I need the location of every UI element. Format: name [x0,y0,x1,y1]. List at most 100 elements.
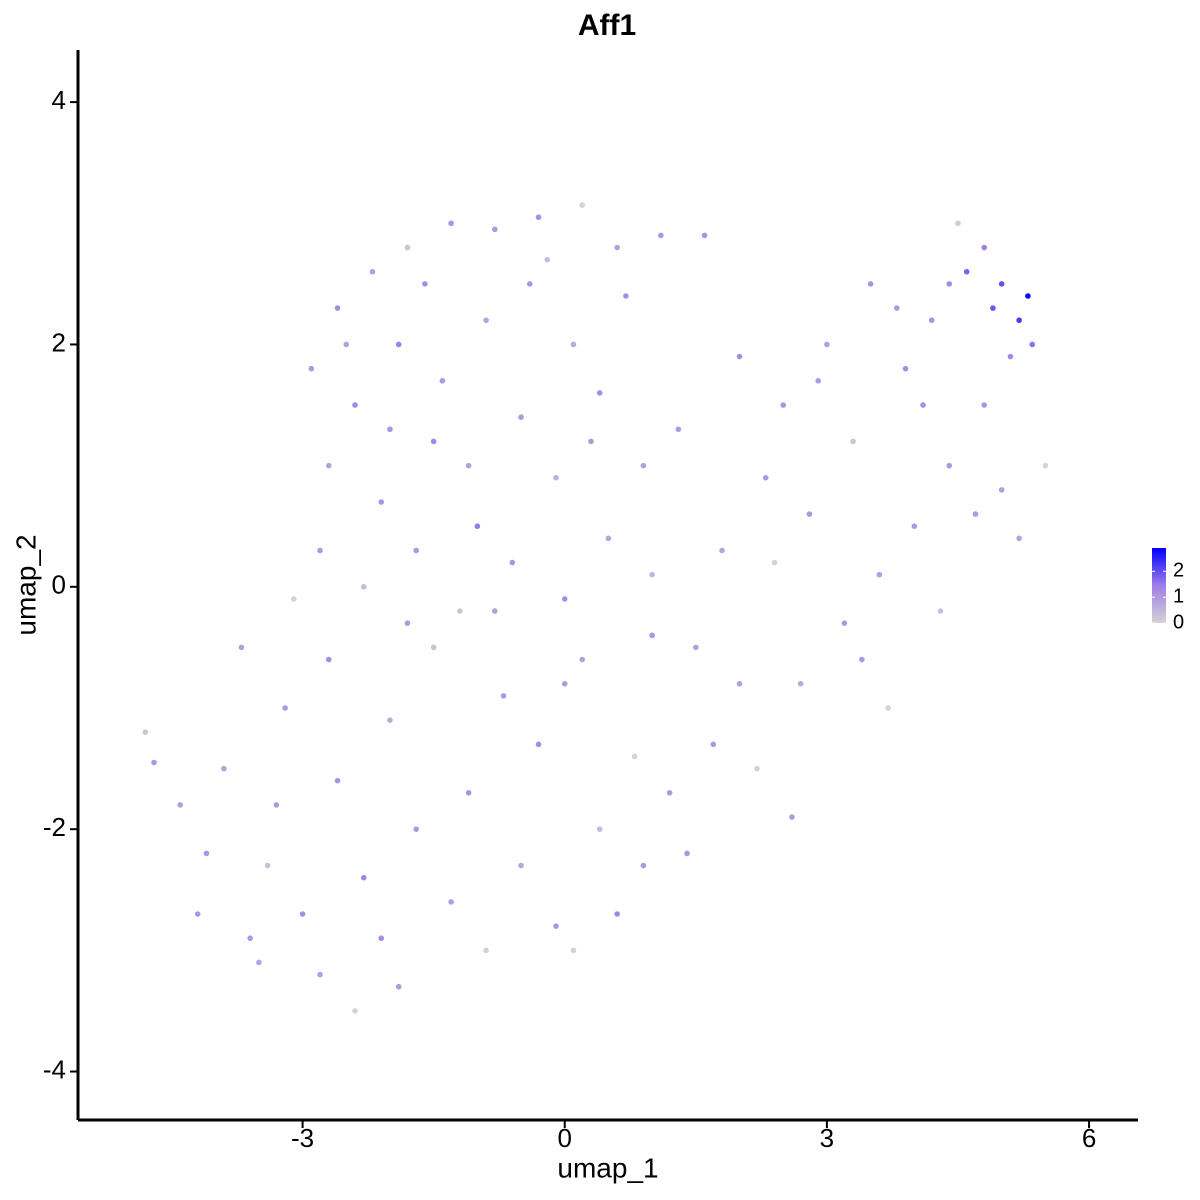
point [771,559,778,566]
point [526,281,533,287]
chart-title: Aff1 [578,9,636,42]
point [990,305,996,311]
point [920,402,926,408]
x-tick-label: -3 [291,1123,314,1153]
point [579,202,586,208]
point [430,438,437,445]
point [413,547,419,554]
point [492,608,498,614]
point [649,632,655,639]
colorbar-tick-label: 1 [1173,585,1184,607]
point [981,402,987,408]
point [963,268,970,275]
point [553,474,559,481]
point [675,426,682,433]
point [998,487,1005,493]
point [247,935,253,942]
point [928,317,935,324]
point [658,232,664,239]
point [518,414,524,420]
point [605,535,612,542]
point [666,790,673,796]
point [352,402,358,408]
point [797,680,804,687]
point [404,620,411,626]
point [439,378,446,384]
point [194,911,201,917]
point [413,826,419,832]
point [387,426,393,433]
point [448,220,454,227]
point [404,244,411,251]
point [911,523,918,530]
point [640,462,647,469]
point [273,802,280,808]
point [518,862,524,869]
point [894,305,900,311]
point [946,462,953,469]
colorbar-tick-label: 2 [1173,560,1184,582]
point [325,462,332,469]
point [509,559,516,566]
point [754,765,760,772]
point [710,741,717,748]
point [535,214,542,221]
point [867,281,874,287]
point [596,390,603,396]
point [902,365,909,372]
point [483,317,489,324]
point [972,511,979,517]
point [282,705,288,711]
point [457,608,463,614]
point [151,759,157,766]
point [553,923,559,929]
point [631,753,638,760]
point [448,899,454,905]
point [719,547,725,554]
x-tick-label: 3 [820,1123,834,1153]
point [885,705,891,711]
y-tick-label: 4 [52,85,66,115]
point [500,693,507,699]
point [937,608,944,614]
point [352,1008,358,1014]
point [535,741,542,748]
point [291,596,297,602]
point [815,378,821,384]
point [762,474,769,481]
point [369,268,376,275]
point [614,244,620,251]
point [780,402,787,408]
x-tick-label: 6 [1082,1123,1096,1153]
point [736,353,743,360]
point [561,596,568,602]
point [474,523,481,530]
point [334,305,341,311]
point [317,547,323,554]
point [570,947,577,954]
point [561,680,568,687]
point [430,644,437,651]
point [1025,293,1031,299]
point [483,947,489,954]
point [946,281,953,287]
point [955,220,961,227]
point [981,244,987,251]
point [1042,462,1049,469]
point [623,293,629,299]
x-axis-label: umap_1 [557,1152,658,1183]
point [264,862,271,869]
point [1016,535,1022,542]
point [859,656,865,663]
point [343,341,350,348]
point [465,790,472,796]
point [360,874,367,881]
point [221,765,227,772]
point [701,232,708,239]
point [378,935,385,942]
point [684,850,690,857]
point [806,511,813,517]
point [588,438,594,445]
point [596,826,603,832]
point [422,281,428,287]
